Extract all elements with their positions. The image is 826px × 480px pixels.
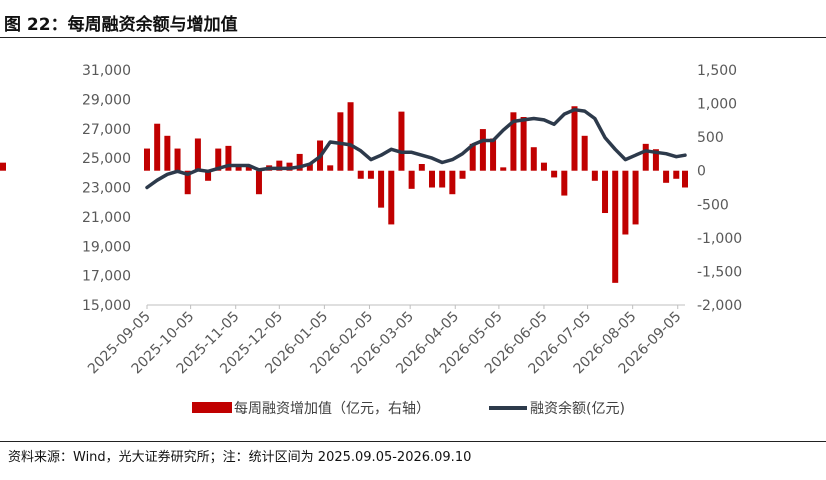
bar	[337, 112, 344, 171]
right-tick-label: 0	[697, 164, 706, 180]
bar	[500, 167, 507, 171]
balance-line	[145, 107, 687, 190]
bar	[591, 170, 598, 181]
source-note: 资料来源：Wind，光大证券研究所；注：统计区间为 2025.09.05-202…	[8, 450, 472, 465]
bar	[235, 165, 242, 171]
bar	[459, 170, 466, 179]
bar	[428, 170, 435, 188]
bar	[490, 138, 497, 171]
bar	[184, 170, 191, 195]
left-tick-label: 15,000	[82, 298, 131, 314]
bar	[439, 170, 446, 188]
right-tick-label: 500	[697, 130, 724, 146]
bar	[367, 170, 374, 179]
bar	[540, 162, 547, 171]
bar	[154, 123, 161, 171]
bar	[255, 170, 262, 195]
top-rule	[0, 37, 826, 38]
bar	[663, 170, 670, 183]
bar	[378, 170, 385, 208]
bar	[245, 165, 252, 171]
bar	[530, 147, 537, 171]
bar	[215, 148, 222, 171]
figure-title: 图 22：每周融资余额与增加值	[4, 15, 238, 35]
right-tick-label: -1,500	[697, 264, 742, 280]
right-tick-label: -500	[697, 197, 729, 213]
bar	[673, 170, 680, 179]
bar	[164, 135, 171, 171]
bar	[144, 148, 150, 171]
bottom-rule	[0, 441, 826, 442]
tick-labels: 15,000 17,000 19,000 21,000 23,000 25,000 27,0…	[82, 63, 742, 377]
left-tick-label: 25,000	[82, 151, 131, 167]
bar	[296, 153, 303, 171]
bar	[612, 170, 619, 283]
line-series	[145, 107, 687, 190]
bar	[205, 170, 212, 181]
legend-bar-label: 每周融资增加值（亿元，右轴）	[234, 401, 430, 417]
right-tick-label: 1,500	[697, 63, 737, 79]
left-tick-label: 27,000	[82, 122, 131, 138]
bar	[174, 148, 181, 171]
left-tick-label: 21,000	[82, 210, 131, 226]
bar	[347, 102, 354, 171]
bar	[561, 170, 568, 196]
left-tick-label: 23,000	[82, 181, 131, 197]
bar	[602, 170, 609, 214]
legend-bar-swatch	[192, 402, 232, 413]
bar	[418, 164, 425, 171]
left-tick-label: 29,000	[82, 92, 131, 108]
axes	[146, 304, 685, 309]
bar	[642, 143, 649, 171]
bar	[479, 129, 486, 171]
bar	[194, 138, 201, 171]
bar	[682, 170, 688, 188]
right-tick-label: 1,000	[697, 97, 737, 113]
bar	[357, 170, 364, 179]
left-tick-label: 19,000	[82, 239, 131, 255]
legend-line-label: 融资余额(亿元)	[530, 400, 625, 417]
legend: 每周融资增加值（亿元，右轴） 融资余额(亿元)	[192, 400, 625, 417]
bar	[0, 162, 6, 171]
bar	[327, 165, 334, 171]
left-tick-label: 31,000	[82, 63, 131, 79]
bar	[306, 164, 313, 171]
bar	[408, 170, 415, 189]
right-tick-label: -1,000	[697, 231, 742, 247]
left-tick-label: 17,000	[82, 269, 131, 285]
bar	[622, 170, 629, 235]
bar	[449, 170, 456, 195]
bar	[398, 111, 405, 171]
bar	[510, 112, 517, 171]
bar	[571, 106, 578, 171]
bar	[276, 160, 283, 171]
right-tick-label: -2,000	[697, 298, 742, 314]
bar	[632, 170, 639, 225]
bar	[520, 117, 527, 171]
bar	[581, 135, 588, 171]
bar	[551, 170, 558, 178]
bar	[388, 170, 395, 225]
bar	[225, 145, 232, 171]
bar	[652, 149, 659, 171]
bar	[469, 143, 476, 171]
